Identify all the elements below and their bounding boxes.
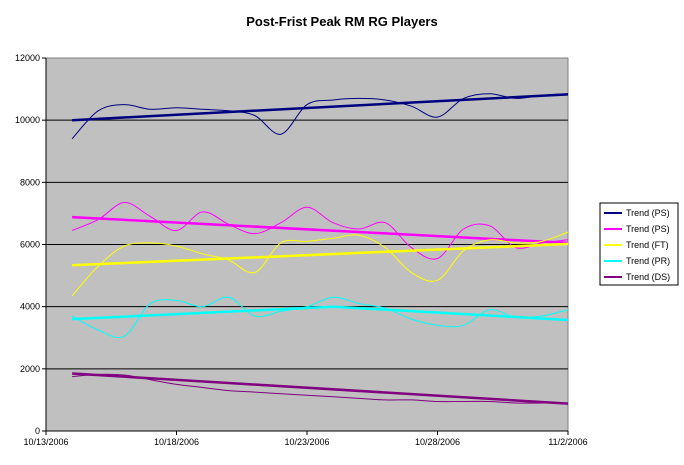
y-tick-label: 4000	[20, 302, 40, 312]
series-line	[72, 373, 568, 404]
trend-line	[72, 372, 569, 405]
x-axis-ticks: 10/13/2006 10/18/2006 10/23/2006 10/28/2006…	[23, 58, 588, 447]
x-tick-label: 10/28/2006	[415, 437, 460, 447]
x-tick-label: 10/13/2006	[23, 437, 68, 447]
y-tick-label: 0	[35, 426, 40, 436]
trend-line	[72, 305, 569, 322]
legend-label: Trend (PR)	[626, 256, 670, 266]
trend-line	[72, 215, 569, 245]
series-lines	[71, 93, 569, 405]
legend: Trend (PS) Trend (PS) Trend (FT) Trend (PR)…	[599, 202, 679, 286]
trend-line	[72, 242, 569, 267]
y-tick-label: 2000	[20, 364, 40, 374]
legend-label: Trend (PS)	[626, 224, 670, 234]
y-tick-label: 6000	[20, 240, 40, 250]
y-axis-ticks: 0 2000 4000 6000 8000 10000 12000	[15, 53, 46, 436]
y-tick-label: 12000	[15, 53, 40, 63]
trend-line	[72, 93, 569, 122]
legend-label: Trend (PS)	[626, 208, 670, 218]
series-line	[71, 201, 569, 260]
legend-label: Trend (FT)	[626, 240, 669, 250]
legend-label: Trend (DS)	[626, 272, 670, 282]
series-line	[71, 93, 569, 140]
x-tick-label: 10/18/2006	[154, 437, 199, 447]
x-tick-label: 11/2/2006	[548, 437, 587, 447]
chart-title: Post-Frist Peak RM RG Players	[246, 14, 437, 29]
y-tick-label: 10000	[15, 115, 40, 125]
x-tick-label: 10/23/2006	[284, 437, 329, 447]
series-line	[71, 296, 569, 339]
y-tick-label: 8000	[20, 177, 40, 187]
series-line	[71, 231, 569, 297]
